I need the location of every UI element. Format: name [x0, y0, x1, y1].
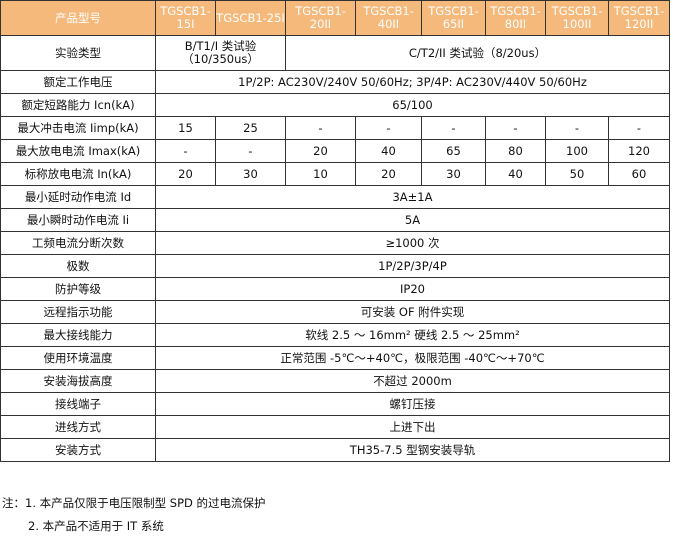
table-row: 远程指示功能 可安装 OF 附件实现	[0, 300, 670, 324]
cell: 可安装 OF 附件实现	[155, 300, 670, 324]
table-row: 防护等级 IP20	[0, 277, 670, 301]
cell: 65	[421, 139, 486, 163]
cell: 120	[608, 139, 670, 163]
cell: 80	[485, 139, 546, 163]
cell: B/T1/I 类试验（10/350us）	[155, 35, 286, 71]
cell: 65/100	[155, 93, 670, 117]
table-row: 额定工作电压 1P/2P: AC230V/240V 50/60Hz; 3P/4P…	[0, 70, 670, 94]
cell: 1P/2P/3P/4P	[155, 254, 670, 278]
row-label: 使用环境温度	[0, 346, 156, 370]
table-row: 使用环境温度 正常范围 -5℃～+40℃，极限范围 -40℃～+70℃	[0, 346, 670, 370]
cell: 10	[285, 162, 356, 186]
header-label: 产品型号	[0, 0, 156, 36]
cell: 40	[485, 162, 546, 186]
cell: 100	[545, 139, 609, 163]
cell: ≥1000 次	[155, 231, 670, 255]
row-label: 最小延时动作电流 Id	[0, 185, 156, 209]
row-label: 安装海拔高度	[0, 369, 156, 393]
row-label: 最小瞬时动作电流 Ii	[0, 208, 156, 232]
cell: 正常范围 -5℃～+40℃，极限范围 -40℃～+70℃	[155, 346, 670, 370]
table-row: 工频电流分断次数 ≥1000 次	[0, 231, 670, 255]
model-header: TGSCB1-20II	[285, 0, 356, 36]
table-row: 最大放电电流 Imax(kA) - -20 40 65 80 100 120	[0, 139, 670, 163]
table-row: 最小瞬时动作电流 Ii 5A	[0, 208, 670, 232]
row-label: 进线方式	[0, 415, 156, 439]
cell: -	[155, 139, 216, 163]
cell: 20	[155, 162, 216, 186]
row-label: 最大放电电流 Imax(kA)	[0, 139, 156, 163]
table-row: 安装方式 TH35-7.5 型钢安装导轨	[0, 438, 670, 462]
cell: 15	[155, 116, 216, 140]
cell: 上进下出	[155, 415, 670, 439]
row-label: 工频电流分断次数	[0, 231, 156, 255]
table-row: 安装海拔高度 不超过 2000m	[0, 369, 670, 393]
table-row: 最大接线能力 软线 2.5 ～ 16mm² 硬线 2.5 ～ 25mm²	[0, 323, 670, 347]
table-row: 进线方式 上进下出	[0, 415, 670, 439]
note: 2. 本产品不适用于 IT 系统	[28, 519, 164, 533]
cell: 3A±1A	[155, 185, 670, 209]
cell: 40	[355, 139, 422, 163]
row-label: 标称放电电流 In(kA)	[0, 162, 156, 186]
row-label: 实验类型	[0, 35, 156, 71]
row-label: 额定短路能力 Icn(kA)	[0, 93, 156, 117]
cell: 20	[285, 139, 356, 163]
row-label: 远程指示功能	[0, 300, 156, 324]
note: 注：1. 本产品仅限于电压限制型 SPD 的过电流保护	[2, 496, 266, 510]
model-header: TGSCB1-65II	[421, 0, 486, 36]
cell: 25	[215, 116, 286, 140]
model-header: TGSCB1-100II	[545, 0, 609, 36]
model-header: TGSCB1-15I	[155, 0, 216, 36]
cell: 软线 2.5 ～ 16mm² 硬线 2.5 ～ 25mm²	[155, 323, 670, 347]
cell: C/T2/II 类试验（8/20us）	[285, 35, 670, 71]
table-row: 极数 1P/2P/3P/4P	[0, 254, 670, 278]
row-label: 最大冲击电流 Iimp(kA)	[0, 116, 156, 140]
cell: IP20	[155, 277, 670, 301]
cell: -	[285, 116, 356, 140]
row-label: 额定工作电压	[0, 70, 156, 94]
cell: 50	[545, 162, 609, 186]
cell: TH35-7.5 型钢安装导轨	[155, 438, 670, 462]
notes: 注：1. 本产品仅限于电压限制型 SPD 的过电流保护 2. 本产品不适用于 I…	[2, 492, 266, 538]
cell: 30	[421, 162, 486, 186]
cell: 不超过 2000m	[155, 369, 670, 393]
model-header: TGSCB1-40II	[355, 0, 422, 36]
row-label: 最大接线能力	[0, 323, 156, 347]
cell: -	[355, 116, 422, 140]
row-label: 极数	[0, 254, 156, 278]
row-label: 接线端子	[0, 392, 156, 416]
header-row: 产品型号 TGSCB1-15I TGSCB1-25I TGSCB1-20II T…	[0, 0, 670, 36]
cell: 20	[355, 162, 422, 186]
model-header: TGSCB1-80II	[485, 0, 546, 36]
row-label: 安装方式	[0, 438, 156, 462]
cell: 螺钉压接	[155, 392, 670, 416]
table-row: 实验类型 B/T1/I 类试验（10/350us） C/T2/II 类试验（8/…	[0, 35, 670, 71]
cell: 60	[608, 162, 670, 186]
model-header: TGSCB1-120II	[608, 0, 670, 36]
cell: 30	[215, 162, 286, 186]
cell: -	[215, 139, 286, 163]
model-header: TGSCB1-25I	[215, 0, 286, 36]
table-row: 最小延时动作电流 Id 3A±1A	[0, 185, 670, 209]
table-row: 接线端子 螺钉压接	[0, 392, 670, 416]
row-label: 防护等级	[0, 277, 156, 301]
table-row: 标称放电电流 In(kA) 20 30 10 20 30 40 50 60	[0, 162, 670, 186]
table-row: 额定短路能力 Icn(kA) 65/100	[0, 93, 670, 117]
cell: -	[608, 116, 670, 140]
cell: -	[545, 116, 609, 140]
spec-table: 产品型号 TGSCB1-15I TGSCB1-25I TGSCB1-20II T…	[0, 0, 670, 462]
cell: 1P/2P: AC230V/240V 50/60Hz; 3P/4P: AC230…	[155, 70, 670, 94]
table-row: 最大冲击电流 Iimp(kA) 15 25- - - - - -	[0, 116, 670, 140]
cell: -	[485, 116, 546, 140]
cell: -	[421, 116, 486, 140]
cell: 5A	[155, 208, 670, 232]
